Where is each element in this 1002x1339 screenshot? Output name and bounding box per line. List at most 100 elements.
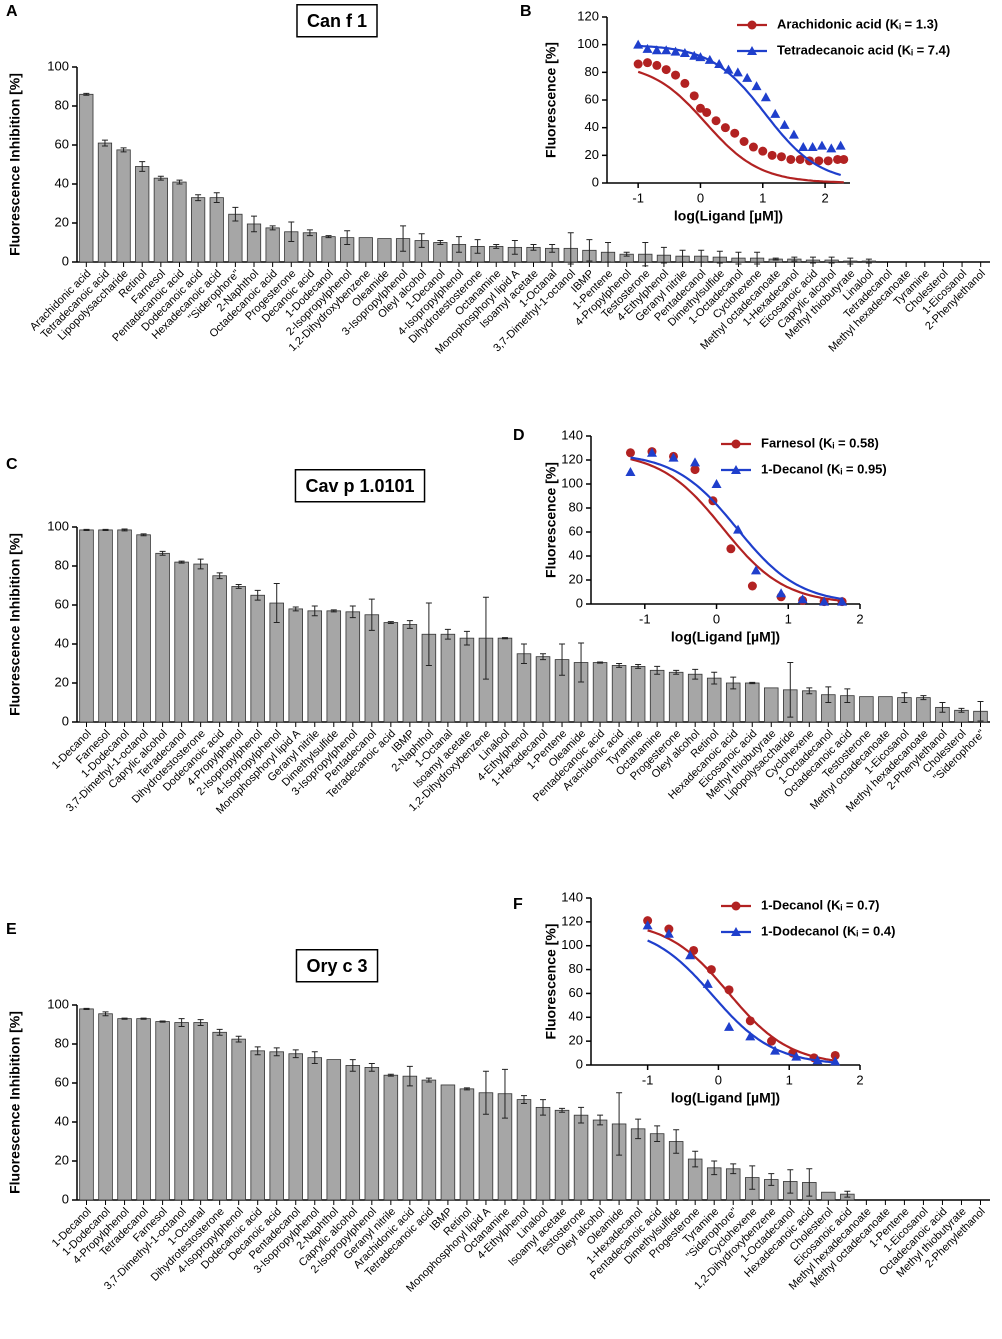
error-bar	[254, 1046, 261, 1056]
marker	[797, 594, 808, 604]
error-bar	[511, 240, 518, 255]
error-bar	[501, 637, 508, 640]
error-bar	[463, 630, 470, 646]
y-tick-label: 120	[561, 451, 583, 466]
error-bar	[139, 161, 146, 172]
error-bar	[269, 225, 276, 231]
marker	[770, 108, 781, 118]
error-bar	[463, 1087, 470, 1091]
marker	[837, 596, 848, 606]
error-bar	[140, 533, 147, 537]
error-bar	[623, 251, 630, 257]
error-bar	[425, 1077, 432, 1083]
x-axis-label: log(Ligand [µM])	[671, 629, 780, 645]
marker	[689, 50, 700, 60]
y-axis-label: Fluorescence [%]	[543, 42, 559, 158]
error-bar	[400, 225, 407, 252]
error-bar	[306, 229, 313, 237]
marker	[661, 65, 671, 75]
error-bar	[349, 1059, 356, 1072]
bar	[649, 669, 665, 723]
y-tick-label: 80	[569, 499, 583, 514]
bar	[193, 563, 208, 723]
x-tick-label: 1	[785, 611, 792, 626]
bar	[174, 561, 189, 723]
error-bar	[540, 1099, 547, 1116]
error-bar	[292, 606, 299, 612]
marker	[723, 64, 734, 74]
error-bar	[254, 589, 261, 601]
error-bar	[102, 528, 109, 532]
bar	[630, 666, 646, 723]
y-tick-label: 100	[47, 996, 69, 1011]
y-tick-label: 60	[569, 985, 583, 1000]
bar	[191, 197, 206, 263]
error-bar	[235, 584, 242, 589]
marker	[643, 58, 652, 68]
error-bar	[197, 558, 204, 570]
error-bar	[292, 1049, 299, 1059]
error-bar	[520, 643, 527, 664]
marker	[633, 39, 644, 49]
marker	[819, 596, 830, 606]
panel-label: B	[520, 3, 532, 20]
error-bar	[273, 583, 280, 624]
marker	[695, 52, 706, 62]
marker	[731, 439, 741, 449]
y-tick-label: 80	[55, 557, 69, 572]
bar	[364, 1067, 380, 1201]
error-bar	[140, 1017, 147, 1020]
marker	[652, 60, 662, 70]
fit-curve	[630, 456, 843, 601]
error-bar	[83, 92, 90, 96]
panel-label: D	[513, 427, 525, 444]
panel-label: F	[513, 896, 523, 913]
bar	[459, 1088, 475, 1201]
bar	[98, 529, 113, 723]
bar	[573, 1114, 589, 1201]
bar	[535, 1106, 551, 1201]
title-box	[296, 4, 378, 38]
y-tick-label: 60	[569, 523, 583, 538]
marker	[795, 154, 805, 164]
y-tick-label: 80	[569, 961, 583, 976]
marker	[830, 1050, 840, 1060]
y-tick-label: 140	[561, 427, 583, 442]
marker	[786, 154, 796, 164]
marker	[750, 565, 761, 575]
marker	[731, 927, 741, 936]
bar	[821, 1191, 836, 1201]
x-tick-label: 0	[715, 1072, 722, 1087]
error-bar	[455, 236, 462, 253]
y-axis-label: Fluorescence [%]	[543, 462, 559, 578]
error-bar	[311, 605, 318, 617]
error-bar	[101, 139, 108, 147]
bar	[345, 611, 361, 723]
error-bar	[673, 1129, 680, 1154]
error-bar	[730, 1163, 737, 1175]
error-bar	[83, 528, 90, 532]
error-bar	[178, 1018, 185, 1027]
error-bar	[654, 1125, 661, 1142]
marker	[748, 142, 758, 152]
y-tick-label: 80	[585, 64, 599, 79]
y-tick-label: 40	[55, 175, 69, 190]
y-tick-label: 40	[569, 547, 583, 562]
marker	[788, 129, 799, 139]
error-bar	[273, 1047, 280, 1057]
error-bar	[847, 257, 854, 265]
bar	[231, 586, 246, 723]
y-axis-label: Fluorescence [%]	[543, 924, 559, 1040]
error-bar	[349, 605, 356, 619]
marker	[747, 46, 757, 55]
y-tick-label: 100	[47, 58, 69, 73]
fit-curve	[638, 44, 842, 177]
error-bar	[330, 609, 337, 613]
marker	[625, 448, 635, 458]
marker	[730, 128, 740, 138]
bar	[265, 227, 280, 263]
marker	[798, 142, 809, 152]
error-bar	[83, 1007, 90, 1010]
marker	[779, 119, 790, 129]
marker	[685, 950, 696, 960]
